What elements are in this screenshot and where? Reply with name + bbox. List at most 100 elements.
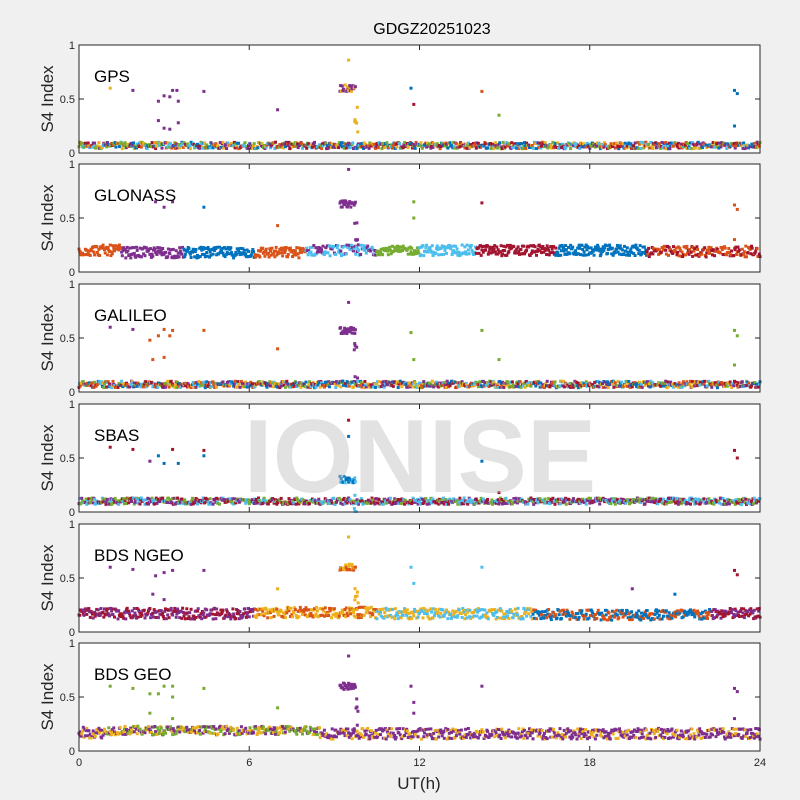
data-point [691, 254, 695, 258]
data-point [84, 497, 88, 501]
data-point [208, 146, 212, 150]
data-point [637, 146, 641, 150]
data-point [132, 607, 136, 610]
data-point [647, 382, 651, 386]
data-point [681, 382, 685, 386]
data-point [520, 142, 524, 146]
data-point [227, 380, 231, 384]
data-point [357, 502, 360, 506]
data-point [186, 142, 189, 146]
data-point [418, 500, 421, 504]
data-point [343, 502, 347, 506]
data-point [569, 147, 573, 151]
data-point [237, 612, 241, 616]
data-point [374, 497, 378, 501]
data-point [157, 144, 161, 148]
data-point [553, 502, 557, 506]
data-point [574, 616, 578, 620]
data-point [534, 501, 538, 505]
data-point [645, 609, 649, 612]
data-point [257, 496, 260, 500]
data-point [462, 496, 466, 500]
data-point [522, 606, 526, 610]
data-point [576, 617, 580, 621]
data-point [192, 247, 196, 251]
data-point [633, 141, 637, 145]
data-point [342, 475, 346, 478]
data-point [523, 381, 526, 385]
data-point [583, 245, 587, 249]
data-point [732, 144, 736, 147]
data-point [349, 382, 353, 386]
data-point [437, 385, 441, 389]
data-point [549, 383, 553, 387]
data-point [692, 249, 696, 253]
data-point [635, 613, 639, 617]
data-point [103, 607, 106, 611]
data-point [381, 607, 385, 611]
data-point [582, 382, 586, 386]
data-point [134, 255, 138, 259]
data-point [415, 246, 419, 250]
data-point [153, 247, 157, 251]
data-point [291, 615, 294, 619]
data-point [677, 254, 681, 258]
data-point [615, 608, 619, 612]
data-point [463, 617, 467, 621]
panel-title: SBAS [94, 426, 139, 445]
data-point [156, 616, 160, 620]
data-point [294, 613, 298, 617]
data-point [705, 500, 709, 504]
data-point [144, 246, 148, 250]
data-point [748, 247, 752, 251]
data-point [169, 248, 173, 252]
data-point [146, 496, 150, 500]
data-point [510, 609, 514, 613]
data-point [372, 608, 376, 611]
data-point [354, 501, 358, 505]
data-point [584, 612, 588, 616]
data-point [667, 611, 671, 615]
data-point [453, 380, 457, 384]
data-point [660, 617, 664, 621]
data-point [547, 248, 551, 252]
data-point [712, 502, 716, 506]
data-point [755, 140, 759, 144]
data-point [468, 497, 472, 501]
data-point [317, 497, 321, 501]
data-point [448, 384, 452, 388]
data-point [538, 141, 542, 145]
data-point [378, 253, 382, 257]
data-point [491, 250, 495, 254]
data-point [491, 142, 495, 146]
data-point [722, 141, 726, 145]
data-point [386, 383, 390, 387]
data-point [316, 383, 320, 387]
data-point [344, 384, 348, 388]
data-point [508, 380, 512, 384]
data-point [202, 89, 206, 93]
data-point [232, 497, 236, 501]
data-point [347, 300, 351, 304]
data-point [233, 379, 237, 383]
data-point [230, 251, 233, 255]
data-point [628, 144, 632, 148]
data-point [589, 614, 592, 617]
data-point [341, 245, 345, 249]
data-point [180, 497, 184, 501]
data-point [425, 141, 429, 145]
data-point [702, 497, 706, 501]
data-point [136, 615, 140, 619]
data-point [630, 251, 634, 254]
data-point [194, 248, 198, 251]
data-point [596, 245, 600, 249]
data-point [172, 496, 176, 500]
data-point [276, 224, 280, 228]
data-point [350, 246, 354, 250]
data-point [364, 385, 368, 389]
data-point [412, 358, 416, 362]
data-point [279, 246, 283, 250]
y-tick-label: 0.5 [60, 94, 75, 106]
data-point [357, 248, 360, 252]
data-point [582, 617, 586, 621]
